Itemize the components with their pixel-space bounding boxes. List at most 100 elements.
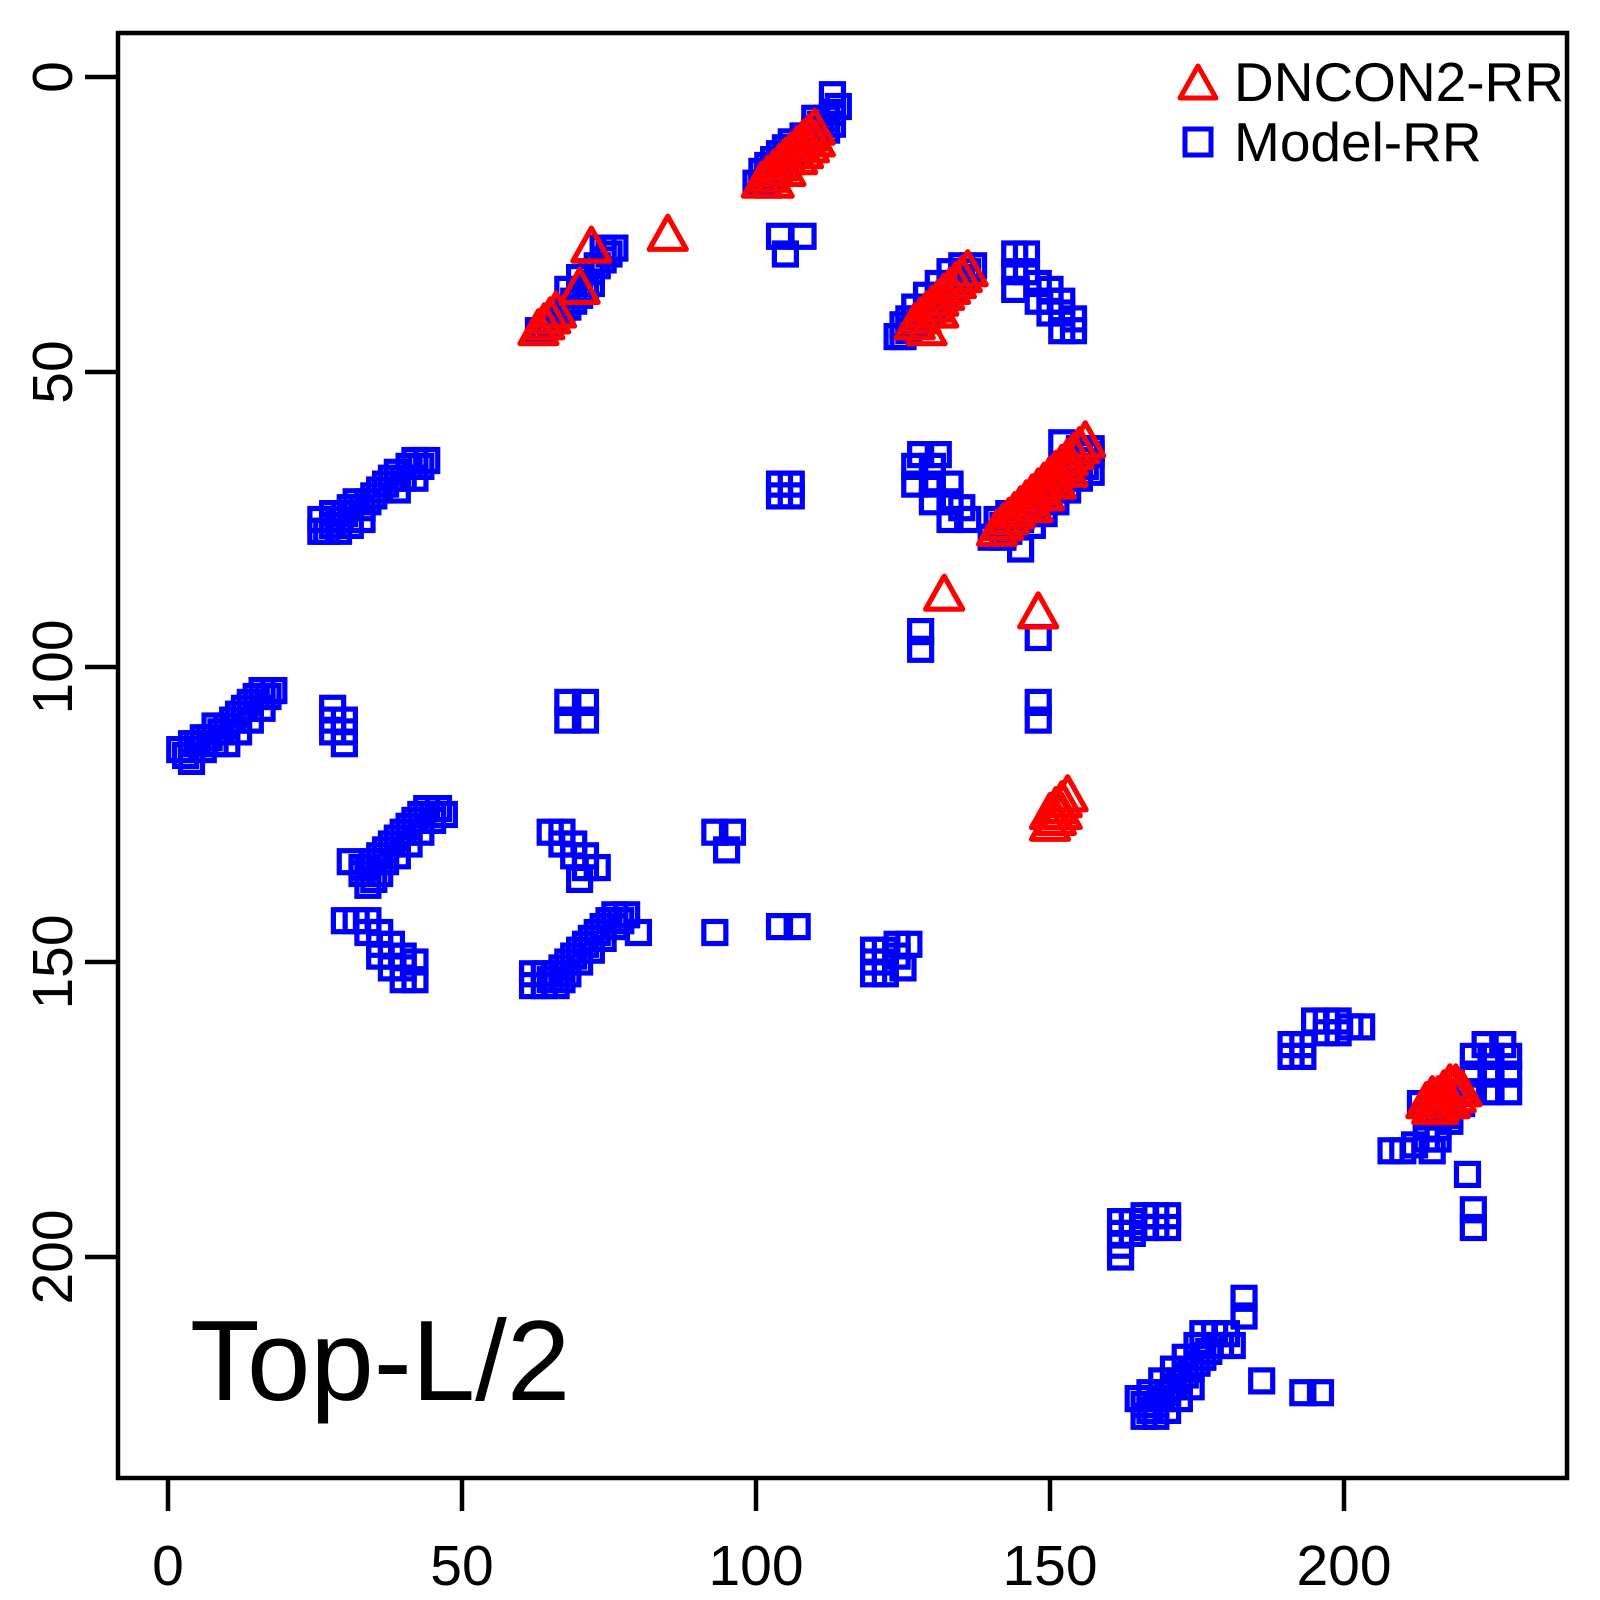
y-tick-label: 150	[21, 914, 85, 1009]
model-rr-point	[1248, 1367, 1276, 1395]
legend-item-model-rr: Model-RR	[1162, 112, 1564, 172]
dncon2-rr-point	[1434, 1075, 1477, 1114]
model-rr-point	[901, 470, 929, 498]
legend-label-model-rr: Model-RR	[1234, 111, 1482, 173]
dncon2-rr-point	[646, 213, 689, 252]
model-rr-point	[789, 222, 817, 250]
model-rr-point	[554, 706, 582, 734]
model-rr-points	[166, 81, 1523, 1430]
model-rr-point	[907, 617, 935, 646]
model-rr-point	[771, 240, 800, 268]
model-rr-point	[383, 476, 411, 504]
model-rr-point	[1418, 1137, 1446, 1165]
dncon2-rr-point	[558, 266, 601, 305]
plot-border	[115, 30, 1570, 1481]
model-rr-point	[1024, 623, 1052, 652]
dncon2-rr-point	[1046, 449, 1089, 488]
model-rr-point	[354, 871, 382, 899]
model-rr-point	[1289, 1042, 1317, 1071]
model-rr-point	[1489, 1030, 1517, 1059]
model-rr-point	[1183, 1331, 1211, 1360]
model-rr-point	[1400, 1131, 1429, 1159]
model-rr-point	[1130, 1213, 1158, 1242]
model-rr-point	[907, 635, 935, 663]
x-tick-label: 100	[708, 1534, 803, 1598]
dncon2-rr-point	[923, 573, 966, 612]
model-rr-point	[1453, 1160, 1482, 1189]
model-rr-point	[324, 517, 353, 545]
model-rr-point	[571, 688, 600, 717]
model-rr-point	[554, 688, 582, 717]
model-rr-point	[907, 441, 935, 469]
triangle-marker-icon	[1162, 61, 1234, 103]
legend-label-dncon2-rr: DNCON2-RR	[1234, 51, 1564, 113]
dncon2-rr-point	[1023, 473, 1066, 512]
model-rr-point	[401, 966, 429, 994]
dncon2-rr-point	[793, 119, 836, 158]
model-rr-point	[936, 505, 964, 534]
dncon2-rr-point	[1017, 591, 1060, 630]
dncon2-rr-point	[570, 225, 613, 264]
dncon2-rr-point	[1011, 485, 1054, 524]
x-tick-label: 0	[152, 1534, 184, 1598]
model-rr-point	[307, 517, 335, 545]
model-rr-point	[548, 966, 576, 994]
y-tick-label: 200	[21, 1209, 85, 1304]
dncon2-rr-point	[917, 290, 960, 329]
dncon2-rr-point	[975, 508, 1019, 547]
model-rr-point	[1059, 317, 1088, 345]
model-rr-point	[348, 853, 376, 882]
y-tick-label: 50	[21, 340, 85, 403]
model-rr-point	[565, 865, 594, 894]
model-rr-point	[918, 488, 947, 516]
legend-item-dncon2-rr: DNCON2-RR	[1162, 52, 1564, 112]
square-marker-icon	[1162, 124, 1234, 160]
model-rr-point	[260, 676, 288, 705]
model-rr-point	[330, 730, 358, 758]
model-rr-point	[871, 960, 899, 988]
model-rr-point	[1177, 1373, 1205, 1401]
dncon2-rr-point	[1411, 1086, 1454, 1126]
model-rr-point	[1471, 1030, 1499, 1059]
model-rr-point	[1306, 1379, 1335, 1407]
model-rr-point	[189, 724, 217, 752]
model-rr-point	[783, 912, 811, 941]
model-rr-point	[718, 818, 747, 846]
model-rr-point	[777, 482, 805, 510]
dncon2-rr-points	[517, 107, 1483, 1126]
model-rr-point	[1495, 1078, 1523, 1106]
model-rr-point	[1024, 688, 1052, 717]
y-tick-label: 100	[21, 619, 85, 714]
model-rr-point	[1289, 1379, 1317, 1407]
plot-annotation-top-l2: Top-L/2	[190, 1298, 571, 1425]
dncon2-rr-point	[1028, 803, 1072, 842]
x-tick-label: 150	[1002, 1534, 1097, 1598]
model-rr-point	[1477, 1060, 1505, 1088]
model-rr-point	[542, 971, 570, 1000]
dncon2-rr-point	[1034, 461, 1077, 500]
model-rr-point	[765, 912, 794, 941]
model-rr-point	[918, 470, 947, 498]
model-rr-point	[430, 800, 458, 829]
dncon2-rr-point	[752, 160, 795, 199]
model-rr-point	[1324, 1019, 1352, 1047]
model-rr-point	[1230, 1302, 1258, 1330]
model-rr-point	[1459, 1213, 1487, 1242]
model-rr-point	[712, 836, 741, 864]
dncon2-rr-point	[517, 308, 560, 347]
model-rr-point	[1024, 706, 1052, 734]
x-tick-label: 200	[1296, 1534, 1391, 1598]
model-rr-point	[571, 706, 600, 734]
model-rr-point	[601, 912, 629, 941]
model-rr-point	[889, 954, 917, 982]
legend: DNCON2-RR Model-RR	[1162, 52, 1564, 172]
y-tick-label: 0	[21, 61, 85, 93]
model-rr-point	[1495, 1060, 1523, 1088]
model-rr-point	[1230, 1284, 1258, 1312]
model-rr-point	[701, 918, 729, 947]
model-rr-point	[1459, 1196, 1487, 1224]
model-rr-point	[954, 505, 982, 534]
x-tick-label: 50	[430, 1534, 493, 1598]
